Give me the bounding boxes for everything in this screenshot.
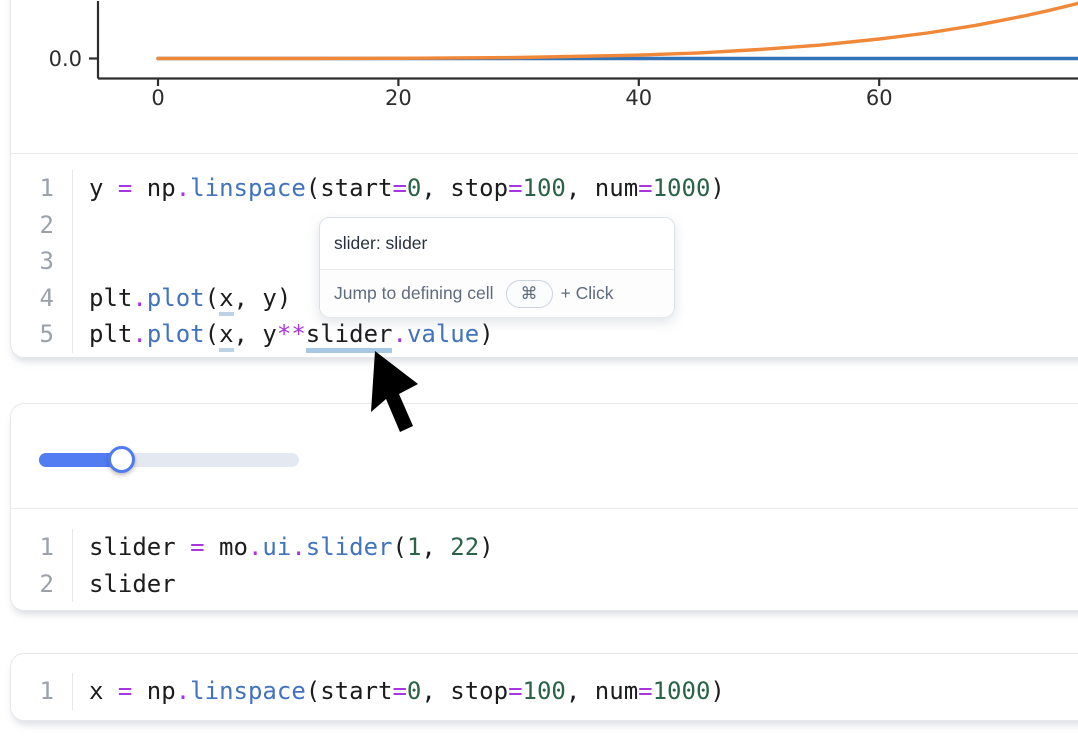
output-code-divider	[11, 153, 1078, 154]
code-text: slider	[89, 569, 176, 598]
slider-track[interactable]	[39, 446, 299, 473]
code-text: x = np.linspace(start=0, stop=100, num=1…	[89, 677, 725, 705]
matplotlib-figure: 0.0 0 20 40 60	[11, 1, 1078, 149]
code-line[interactable]: 1 slider = mo.ui.slider(1, 22)	[11, 529, 1078, 566]
slider-handle[interactable]	[107, 446, 135, 473]
line-number: 1	[11, 170, 73, 207]
code-text: slider = mo.ui.slider(1, 22)	[89, 533, 494, 561]
y-tick-label: 0.0	[49, 47, 82, 71]
line-number: 4	[11, 279, 73, 316]
line-number: 3	[11, 243, 73, 280]
slider-fill	[39, 453, 122, 467]
code-line[interactable]: 3	[11, 243, 1078, 280]
code-text: plt.plot(x, y)	[73, 280, 291, 317]
code-editor-slider[interactable]: 1 slider = mo.ui.slider(1, 22) 2 slider	[11, 529, 1078, 602]
code-text: plt.plot(x, y**slider.value)	[73, 316, 494, 353]
command-key-icon: ⌘	[505, 279, 553, 308]
output-code-divider	[11, 508, 1078, 509]
code-line[interactable]: 2 slider	[11, 565, 1078, 602]
code-text: y = np.linspace(start=0, stop=100, num=1…	[89, 174, 725, 202]
line-number: 2	[11, 565, 73, 602]
tooltip-click-label: + Click	[560, 283, 614, 303]
series-line	[156, 1, 1078, 61]
cell-slider: 1 slider = mo.ui.slider(1, 22) 2 slider	[10, 403, 1078, 611]
mouse-cursor-icon	[371, 351, 418, 432]
code-line[interactable]: 2	[11, 206, 1078, 244]
line-number: 1	[11, 529, 73, 566]
code-line[interactable]: 1 x = np.linspace(start=0, stop=100, num=…	[11, 673, 1078, 710]
tooltip-action-label: Jump to defining cell	[334, 283, 494, 303]
code-editor-x[interactable]: 1 x = np.linspace(start=0, stop=100, num=…	[11, 673, 1078, 710]
code-line[interactable]: 4 plt.plot(x, y)	[11, 279, 1078, 317]
code-text	[73, 207, 89, 244]
x-tick-label: 20	[385, 86, 412, 110]
tooltip-variable-name: slider: slider	[334, 233, 428, 253]
code-line[interactable]: 1 y = np.linspace(start=0, stop=100, num=…	[11, 170, 1078, 207]
code-line[interactable]: 5 plt.plot(x, y**slider.value)	[11, 316, 1078, 353]
x-tick-label: 40	[625, 86, 652, 110]
line-number: 2	[11, 206, 73, 243]
line-chart: 0.0 0 20 40 60	[49, 1, 1078, 110]
cell-x: 1 x = np.linspace(start=0, stop=100, num=…	[10, 653, 1078, 721]
x-tick-label: 60	[866, 86, 893, 110]
tooltip-footer: Jump to defining cell ⌘ + Click	[320, 270, 674, 317]
line-number: 5	[11, 316, 73, 353]
code-text	[73, 243, 89, 280]
code-editor-plot[interactable]: 1 y = np.linspace(start=0, stop=100, num=…	[11, 170, 1078, 353]
tooltip-divider	[320, 269, 674, 270]
variable-hover-tooltip: slider: slider Jump to defining cell ⌘ +…	[319, 217, 675, 317]
line-number: 1	[11, 673, 73, 710]
x-tick-label: 0	[151, 86, 164, 110]
